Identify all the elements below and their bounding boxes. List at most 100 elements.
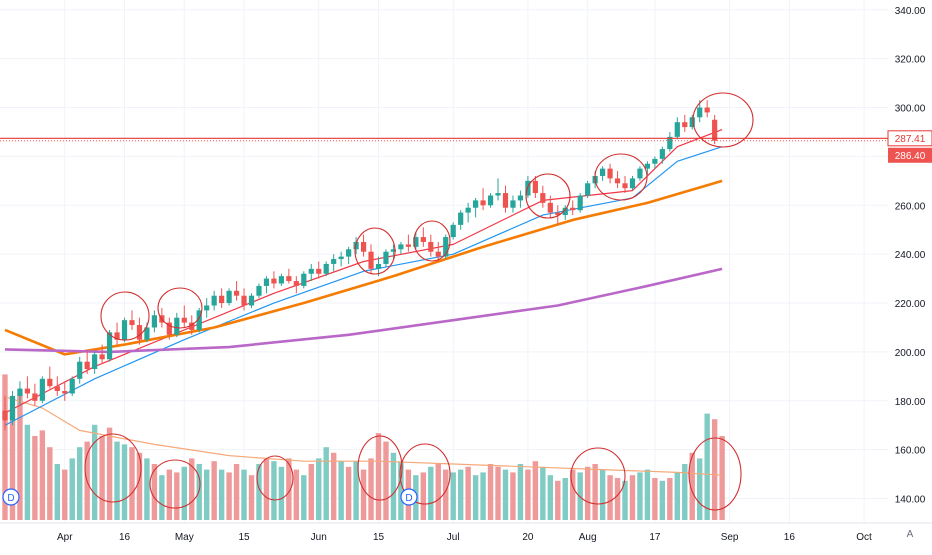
candle-body: [383, 251, 389, 264]
candle-body: [211, 295, 217, 306]
volume-bar: [704, 413, 710, 520]
volume-bar: [166, 469, 173, 520]
annotation-circle: [256, 455, 294, 501]
annotation-circle: [413, 220, 451, 262]
volume-bar: [99, 436, 105, 520]
volume-bar: [570, 469, 576, 520]
candle-body: [136, 325, 143, 340]
volume-bar: [256, 464, 262, 520]
volume-bar: [629, 475, 636, 520]
volume-bar: [592, 464, 598, 520]
candle-body: [114, 332, 120, 340]
candle-body: [600, 168, 606, 176]
annotation-circle: [354, 227, 396, 275]
volume-bar: [667, 478, 673, 520]
candle-body: [256, 285, 262, 296]
volume-bar: [248, 475, 255, 520]
volume-bar: [114, 441, 120, 520]
x-axis-ticks: Apr 16 May 15 Jun 15 Jul 20 Aug 17 Sep 16 Oct: [57, 532, 872, 543]
horizontal-line-label[interactable]: 287.41: [887, 130, 932, 147]
x-tick-label: 15: [238, 532, 250, 543]
dividend-marker-circle: [2, 488, 20, 506]
candle-body: [458, 212, 464, 225]
dividend-marker-circle: [400, 488, 418, 506]
auto-scale-button[interactable]: A: [907, 529, 914, 540]
candle-body: [241, 295, 247, 306]
candle-body: [428, 241, 434, 252]
volume-bar: [69, 458, 75, 520]
annotation-circle: [399, 443, 451, 505]
volume-bar: [375, 433, 382, 520]
volume-bar: [271, 461, 277, 520]
volume-bar: [368, 458, 374, 520]
y-tick-label: 140.00: [895, 495, 926, 506]
candle-body: [502, 193, 509, 208]
candle-body: [390, 249, 397, 252]
annotation-circle: [570, 447, 626, 505]
candle-body: [24, 388, 31, 394]
candle-body: [607, 168, 613, 179]
volume-bar: [353, 461, 359, 520]
volume-moving-average: [4, 396, 723, 476]
candle-body: [271, 278, 277, 284]
moving-average-line: [4, 267, 723, 354]
volume-bar: [584, 466, 591, 520]
candle-body: [338, 256, 344, 260]
candle-body: [77, 361, 83, 379]
candle-body: [435, 251, 441, 257]
candle-body: [517, 195, 524, 201]
volume-bar: [330, 452, 337, 520]
volume-bar: [159, 475, 165, 520]
candle-body: [293, 281, 299, 286]
candle-body: [47, 378, 53, 387]
last-price-label-text: 286.40: [895, 151, 926, 162]
candle-body: [92, 354, 98, 370]
volume-bar: [659, 480, 666, 520]
volume-bar: [525, 469, 531, 520]
volume-bar: [91, 424, 98, 520]
candle-body: [226, 290, 232, 304]
horizontal-line-label-box: [887, 130, 932, 147]
volume-bar: [711, 419, 718, 520]
candle-body: [151, 315, 157, 328]
volume-bar: [689, 452, 695, 520]
candle-body: [413, 237, 419, 247]
volume-bar: [390, 452, 397, 520]
volume-bar: [32, 436, 38, 520]
volume-bar: [607, 475, 613, 520]
annotation-circle: [149, 459, 201, 509]
candle-body: [532, 180, 538, 194]
volume-bar: [211, 461, 217, 520]
price-axis[interactable]: [888, 0, 932, 523]
volume-bar: [293, 469, 300, 520]
y-tick-label: 300.00: [895, 104, 926, 115]
candle-body: [263, 278, 270, 286]
volume-bars: [2, 374, 725, 520]
horizontal-line-label-text: 287.41: [895, 134, 926, 145]
last-price-label[interactable]: 286.40: [888, 147, 932, 163]
volume-bar: [517, 464, 524, 520]
dividend-marker[interactable]: D: [400, 488, 418, 506]
candle-body: [629, 178, 636, 189]
volume-bar: [383, 441, 389, 520]
y-tick-label: 200.00: [895, 348, 926, 359]
candle-body: [577, 195, 583, 211]
dividend-marker[interactable]: D: [2, 488, 20, 506]
dividend-marker-label: D: [405, 493, 412, 504]
volume-bar: [218, 469, 225, 520]
candle-body: [674, 122, 680, 137]
candle-body: [473, 200, 479, 208]
x-tick-label: 17: [649, 532, 661, 543]
candle-body: [17, 388, 23, 396]
candle-body: [106, 332, 113, 360]
volume-bar: [510, 472, 516, 520]
candle-body: [286, 276, 292, 282]
candle-body: [174, 317, 180, 335]
annotation-circle: [100, 291, 150, 341]
volume-bar: [719, 436, 725, 520]
volume-bar: [286, 458, 292, 520]
candle-body: [659, 149, 665, 159]
volume-bar: [637, 472, 643, 520]
candle-body: [637, 168, 643, 179]
